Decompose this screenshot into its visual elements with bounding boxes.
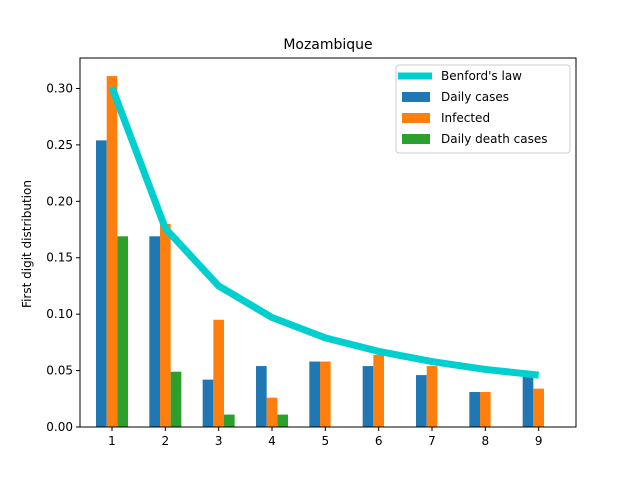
bar-infected-7 — [426, 366, 438, 427]
bar-infected-3 — [213, 319, 224, 427]
bar-daily-cases-4 — [256, 366, 267, 427]
y-tick-label: 0.15 — [46, 251, 73, 265]
bar-infected-1 — [106, 76, 118, 427]
legend-label-benford-s-law: Benford's law — [441, 69, 522, 83]
x-tick-label: 7 — [428, 434, 436, 448]
y-tick-label: 0.20 — [46, 194, 73, 208]
bar-daily-cases-9 — [522, 375, 534, 427]
x-tick-label: 5 — [322, 434, 330, 448]
bar-daily-death-cases-1 — [117, 236, 128, 427]
bar-daily-death-cases-2 — [170, 371, 182, 427]
bar-infected-8 — [480, 392, 491, 427]
y-tick-label: 0.00 — [46, 420, 73, 434]
x-tick-label: 1 — [108, 434, 116, 448]
bar-daily-cases-2 — [149, 236, 160, 427]
legend-label-daily-death-cases: Daily death cases — [441, 132, 548, 146]
legend-swatch-daily-cases — [402, 92, 430, 102]
bar-daily-cases-1 — [96, 140, 107, 427]
series-line-benfords-law — [108, 86, 540, 379]
y-axis-label: First digit distribution — [20, 180, 34, 308]
legend-label-infected: Infected — [441, 111, 490, 125]
line-layer — [108, 86, 540, 379]
bar-daily-death-cases-3 — [224, 414, 235, 427]
bar-infected-6 — [373, 354, 384, 427]
bar-infected-4 — [266, 397, 278, 427]
plot-frame — [79, 57, 577, 428]
x-tick-label: 3 — [215, 434, 223, 448]
bar-infected-5 — [320, 361, 331, 427]
bar-daily-cases-3 — [202, 379, 214, 427]
x-tick-label: 6 — [375, 434, 383, 448]
y-tick-label: 0.10 — [46, 307, 73, 321]
y-tick-label: 0.25 — [46, 138, 73, 152]
y-tick-label: 0.05 — [46, 364, 73, 378]
bar-daily-cases-6 — [362, 366, 374, 427]
legend-swatch-daily-death-cases — [402, 134, 430, 144]
x-tick-label: 9 — [535, 434, 543, 448]
bar-daily-cases-8 — [469, 392, 480, 427]
x-tick-label: 8 — [482, 434, 490, 448]
x-tick-label: 2 — [162, 434, 170, 448]
y-tick-label: 0.30 — [46, 81, 73, 95]
chart-title: Mozambique — [283, 37, 372, 53]
bar-daily-cases-5 — [309, 361, 320, 427]
tick-layer: 1 2 3 4 5 6 7 8 9 0.00 0.05 0.10 0.15 0.20 0.25 0.30 — [46, 81, 542, 448]
legend-label-daily-cases: Daily cases — [441, 90, 509, 104]
x-tick-label: 4 — [268, 434, 276, 448]
bar-infected-9 — [533, 388, 544, 427]
bar-daily-death-cases-4 — [277, 414, 288, 427]
legend: Benford's law Daily cases Infected Daily de… — [395, 64, 571, 154]
bar-infected-2 — [160, 223, 171, 427]
bar-daily-cases-7 — [416, 375, 427, 427]
axes — [79, 57, 577, 428]
legend-box — [395, 64, 571, 154]
legend-swatch-infected — [402, 113, 430, 123]
bar-layer — [96, 76, 544, 427]
